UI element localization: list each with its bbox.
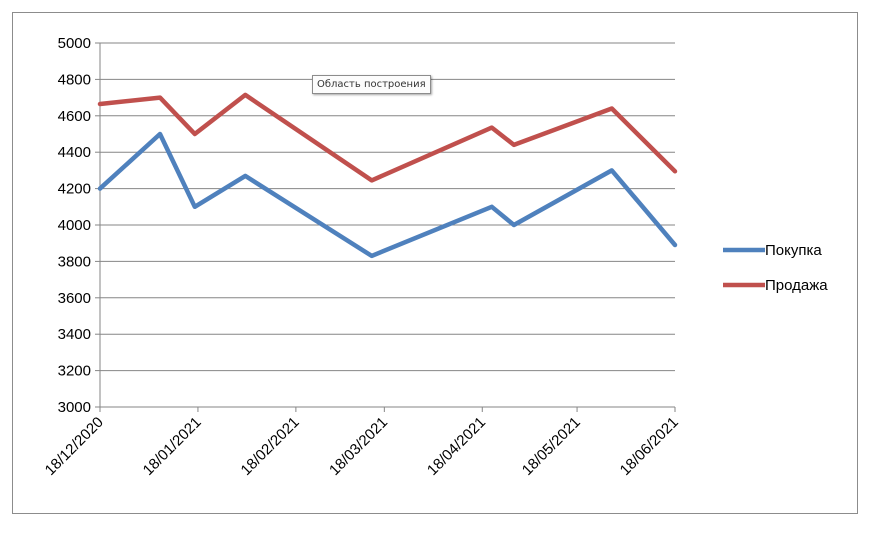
x-tick-label: 18/03/2021: [326, 414, 391, 479]
x-tick-label: 18/02/2021: [238, 414, 303, 479]
y-tick-label: 4200: [58, 181, 91, 198]
y-tick-label: 4600: [58, 108, 91, 125]
y-tick-label: 3800: [58, 253, 91, 270]
y-tick-label: 4400: [58, 144, 91, 161]
y-tick-label: 3000: [58, 399, 91, 416]
legend: Покупка Продажа: [723, 242, 828, 294]
x-tick-label: 18/01/2021: [140, 414, 205, 479]
series-lines: [97, 92, 678, 259]
x-tick-label: 18/04/2021: [424, 414, 489, 479]
x-tick-label: 18/05/2021: [519, 414, 584, 479]
gridlines: [100, 42, 675, 408]
y-tick-label: 3600: [58, 290, 91, 307]
y-tick-label: 5000: [58, 35, 91, 52]
y-tick-label: 4800: [58, 71, 91, 88]
series-line-2: [97, 92, 678, 183]
chart-area: 3000 3200 3400 3600 3800 4000 4200 4400 4600 4800…: [12, 12, 858, 514]
plot-area-tooltip: Область построения: [312, 75, 431, 94]
line-chart: 3000 3200 3400 3600 3800 4000 4200 4400 4600 4800…: [42, 35, 829, 479]
y-tick-label: 4000: [58, 217, 91, 234]
legend-label: Продажа: [765, 277, 828, 294]
x-tick-label: 18/06/2021: [617, 414, 682, 479]
x-tick-label: 18/12/2020: [42, 414, 107, 479]
legend-label: Покупка: [765, 242, 822, 259]
y-tick-label: 3200: [58, 363, 91, 380]
y-tick-label: 3400: [58, 326, 91, 343]
